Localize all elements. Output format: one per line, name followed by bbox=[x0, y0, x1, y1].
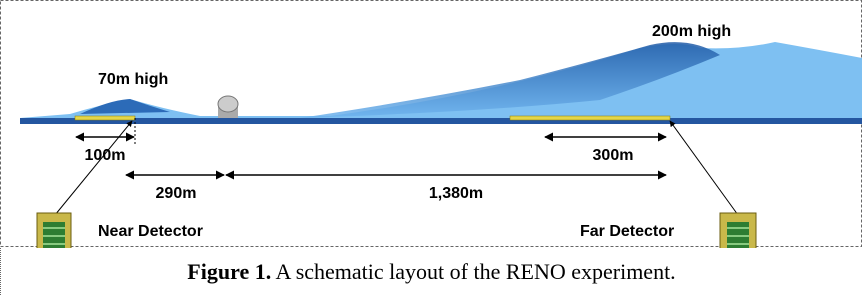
dome-top bbox=[218, 96, 238, 112]
figure: 70m high 200m high 100m 290m 1,380m 300m… bbox=[0, 0, 862, 248]
label: 200m high bbox=[652, 23, 731, 40]
near-tunnel bbox=[75, 116, 135, 120]
page: 70m high 200m high 100m 290m 1,380m 300m… bbox=[0, 0, 862, 295]
label: 1,380m bbox=[429, 185, 483, 202]
ground-line bbox=[20, 118, 862, 124]
caption-text: A schematic layout of the RENO experimen… bbox=[276, 259, 676, 284]
pointer-near bbox=[55, 121, 132, 215]
label: Near Detector bbox=[98, 223, 203, 240]
label: 290m bbox=[156, 185, 197, 202]
label: 70m high bbox=[98, 71, 168, 88]
label: Far Detector bbox=[580, 223, 674, 240]
pointer-far bbox=[670, 121, 738, 215]
label: 100m bbox=[85, 147, 126, 164]
caption: Figure 1. A schematic layout of the RENO… bbox=[0, 248, 862, 295]
label: 300m bbox=[593, 147, 634, 164]
far-tunnel bbox=[510, 116, 670, 120]
caption-label: Figure 1. bbox=[187, 259, 271, 284]
far-detector-icon bbox=[720, 213, 756, 248]
near-detector-icon bbox=[37, 213, 71, 248]
